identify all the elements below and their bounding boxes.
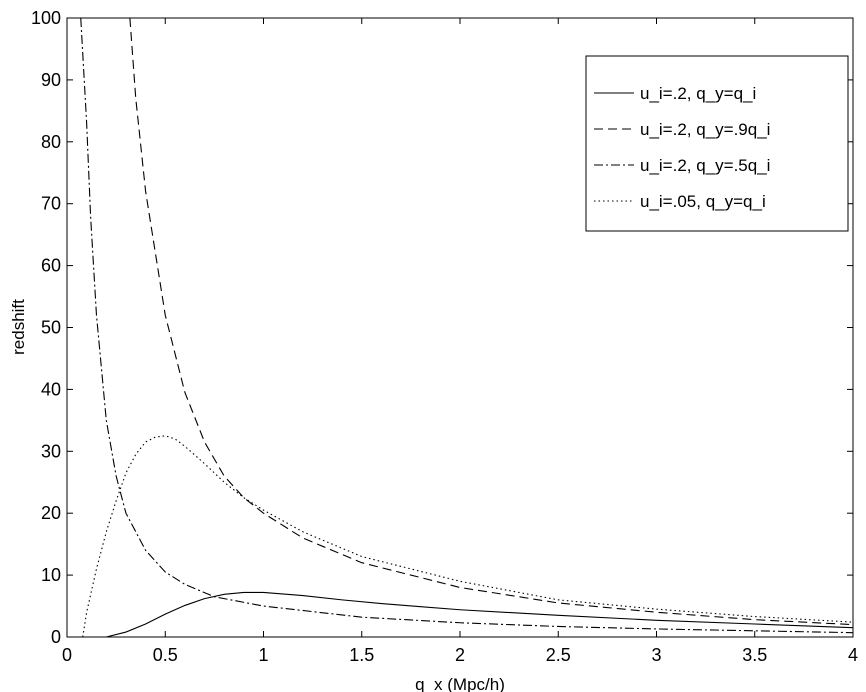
y-tick-label: 90	[41, 70, 61, 90]
x-tick-label: 3	[651, 645, 661, 665]
series-line-4	[82, 435, 853, 637]
legend-label-4: u_i=.05, q_y=q_i	[640, 192, 766, 211]
y-tick-label: 10	[41, 565, 61, 585]
series-line-3	[80, 18, 853, 634]
x-tick-label: 2.5	[546, 645, 571, 665]
x-axis-label: q_x (Mpc/h)	[415, 675, 505, 692]
axis-ticks	[66, 17, 854, 638]
x-tick-label: 4	[848, 645, 858, 665]
y-tick-label: 30	[41, 441, 61, 461]
series-line-1	[106, 591, 853, 637]
x-tick-label: 2	[455, 645, 465, 665]
legend-label-1: u_i=.2, q_y=q_i	[640, 84, 756, 103]
y-tick-label: 50	[41, 318, 61, 338]
y-axis-label: redshift	[9, 299, 28, 355]
legend-label-2: u_i=.2, q_y=.9q_i	[640, 120, 770, 139]
x-tick-label: 0.5	[153, 645, 178, 665]
y-tick-label: 20	[41, 503, 61, 523]
series-group	[80, 18, 853, 637]
x-tick-label: 1.5	[349, 645, 374, 665]
y-tick-label: 40	[41, 379, 61, 399]
y-tick-label: 100	[31, 8, 61, 28]
y-tick-label: 80	[41, 132, 61, 152]
y-tick-label: 60	[41, 256, 61, 276]
series-line-2	[129, 18, 853, 626]
legend: u_i=.2, q_y=q_i u_i=.2, q_y=.9q_i u_i=.2, …	[585, 55, 849, 232]
y-tick-label: 70	[41, 194, 61, 214]
x-tick-label: 3.5	[742, 645, 767, 665]
legend-box	[585, 55, 849, 232]
x-tick-label: 1	[258, 645, 268, 665]
legend-label-3: u_i=.2, q_y=.5q_i	[640, 156, 770, 175]
y-tick-label: 0	[51, 627, 61, 647]
x-tick-label: 0	[62, 645, 72, 665]
